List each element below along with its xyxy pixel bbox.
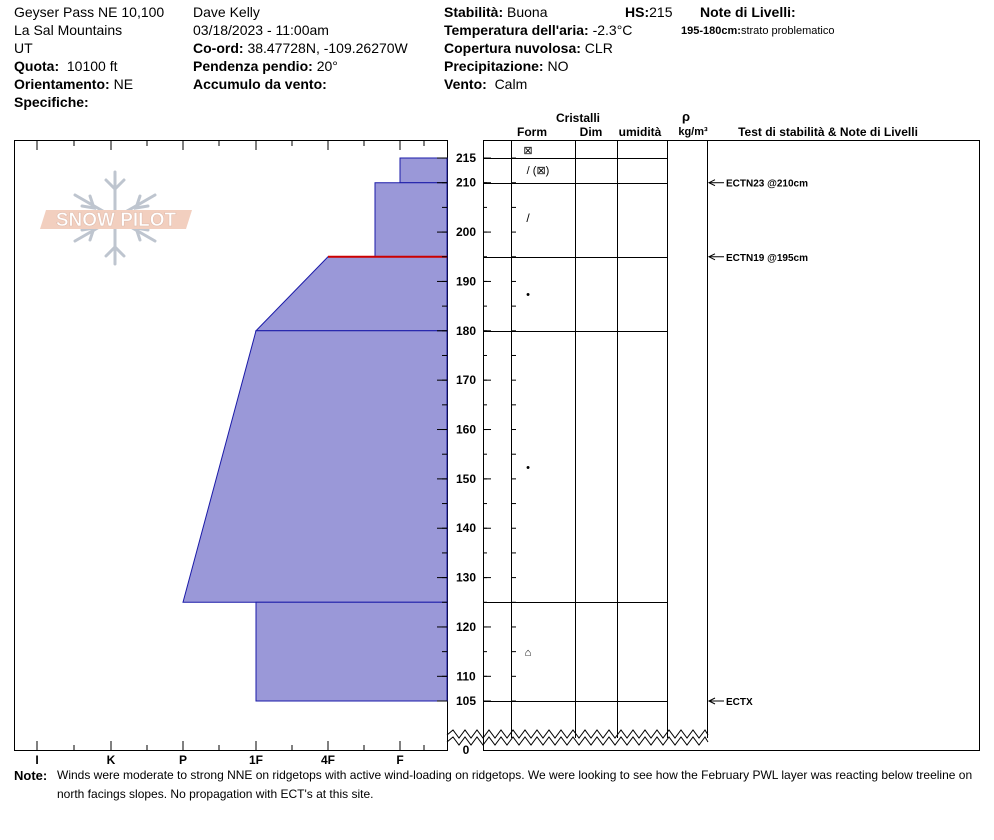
location-name: Geyser Pass NE 10,100 xyxy=(14,4,165,20)
hardness-label-F: F xyxy=(396,753,403,767)
hardness-label-4F: 4F xyxy=(321,753,335,767)
height-label-105: 105 xyxy=(456,694,476,708)
grain-forms: ⊠ / (⊠) • • ⌂ / xyxy=(523,145,549,659)
scale-break xyxy=(446,729,709,746)
height-axis: 215 210 200 190 180 170 160 150 140 130 120 110 105 0 xyxy=(437,151,516,757)
test-label-1: ECTN19 @195cm xyxy=(726,253,808,264)
header-col-layer-notes: Note di Livelli: xyxy=(700,3,796,21)
elevation: Quota: 10100 ft xyxy=(14,58,118,74)
test-arrow-1 xyxy=(707,253,716,261)
snowpilot-logo: SNOW PILOT xyxy=(40,170,192,266)
height-label-210: 210 xyxy=(456,176,476,190)
observation-datetime: 03/18/2023 - 11:00am xyxy=(193,22,329,38)
density-symbol: ρ xyxy=(682,109,690,124)
grain-form-0: ⊠ xyxy=(523,145,532,157)
height-label-120: 120 xyxy=(456,620,476,634)
height-label-170: 170 xyxy=(456,373,476,387)
wind: Vento: Calm xyxy=(444,76,528,92)
moisture-header: umidità xyxy=(619,125,662,139)
grain-form-1: / (⊠) xyxy=(527,165,550,177)
height-label-150: 150 xyxy=(456,472,476,486)
note-label: Note: xyxy=(14,768,48,783)
height-label-140: 140 xyxy=(456,521,476,535)
state: UT xyxy=(14,40,33,56)
header-col-site: Geyser Pass NE 10,100 La Sal Mountains U… xyxy=(14,3,164,111)
density-unit: kg/m³ xyxy=(678,126,708,138)
height-label-200: 200 xyxy=(456,225,476,239)
height-label-0: 0 xyxy=(463,743,470,757)
profile-layer-1 xyxy=(374,182,448,258)
coordinates: Co-ord: 38.47728N, -109.26270W xyxy=(193,40,408,56)
profile-layer-3 xyxy=(182,330,448,603)
test-arrow-0 xyxy=(707,179,716,187)
crystals-header: Cristalli xyxy=(556,111,600,125)
logo-text: SNOW PILOT xyxy=(56,210,177,231)
stability: Stabilità: Buona xyxy=(444,4,548,20)
profile-layer-4 xyxy=(255,601,448,702)
precipitation: Precipitazione: NO xyxy=(444,58,569,74)
layer-note-entry: 195-180cm:strato problematico xyxy=(681,25,835,37)
profile-layer-2 xyxy=(254,256,448,332)
form-header: Form xyxy=(517,125,547,139)
height-label-160: 160 xyxy=(456,423,476,437)
note-text: Winds were moderate to strong NNE on rid… xyxy=(57,768,973,801)
specifics: Specifiche: xyxy=(14,94,89,110)
hardness-label-K: K xyxy=(107,753,116,767)
height-label-180: 180 xyxy=(456,324,476,338)
header-col-observer: Dave Kelly 03/18/2023 - 11:00am Co-ord: … xyxy=(193,3,408,93)
test-label-0: ECTN23 @210cm xyxy=(726,179,808,190)
layer-notes-label: Note di Livelli: xyxy=(700,4,796,20)
grain-form-3: • xyxy=(526,462,530,474)
air-temperature: Temperatura dell'aria: -2.3°C xyxy=(444,22,633,38)
test-label-2: ECTX xyxy=(726,697,753,708)
mountain-range: La Sal Mountains xyxy=(14,22,123,38)
grain-form-2: • xyxy=(526,289,530,301)
hardness-label-1F: 1F xyxy=(249,753,263,767)
height-label-190: 190 xyxy=(456,274,476,288)
hardness-profile xyxy=(182,157,448,702)
crystal-grid-frame xyxy=(483,140,980,751)
hardness-label-P: P xyxy=(179,753,187,767)
profile-layer-0 xyxy=(399,157,448,184)
height-label-110: 110 xyxy=(456,669,476,683)
size-header: Dim xyxy=(580,125,603,139)
test-arrow-2 xyxy=(707,697,716,705)
observer-name: Dave Kelly xyxy=(193,4,260,20)
hardness-label-I: I xyxy=(35,753,38,767)
stability-notes-header: Test di stabilità & Note di Livelli xyxy=(738,125,918,139)
aspect: Orientamento: NE xyxy=(14,76,134,92)
hardness-axis: I K P 1F 4F F xyxy=(35,141,425,767)
stability-tests: ECTN23 @210cm ECTN19 @195cm ECTX xyxy=(707,179,808,708)
header-col-conditions: Stabilità: Buona Temperatura dell'aria: … xyxy=(444,3,632,93)
grain-form-4: ⌂ xyxy=(525,647,532,659)
height-label-130: 130 xyxy=(456,571,476,585)
height-label-215: 215 xyxy=(456,151,476,165)
wind-loading: Accumulo da vento: xyxy=(193,76,327,92)
slope-angle: Pendenza pendio: 20° xyxy=(193,58,338,74)
cloud-cover: Copertura nuvolosa: CLR xyxy=(444,40,613,56)
snow-height: HS:215 xyxy=(625,4,673,20)
layer-boundaries xyxy=(483,158,667,702)
grain-form-extra: / xyxy=(526,211,530,225)
